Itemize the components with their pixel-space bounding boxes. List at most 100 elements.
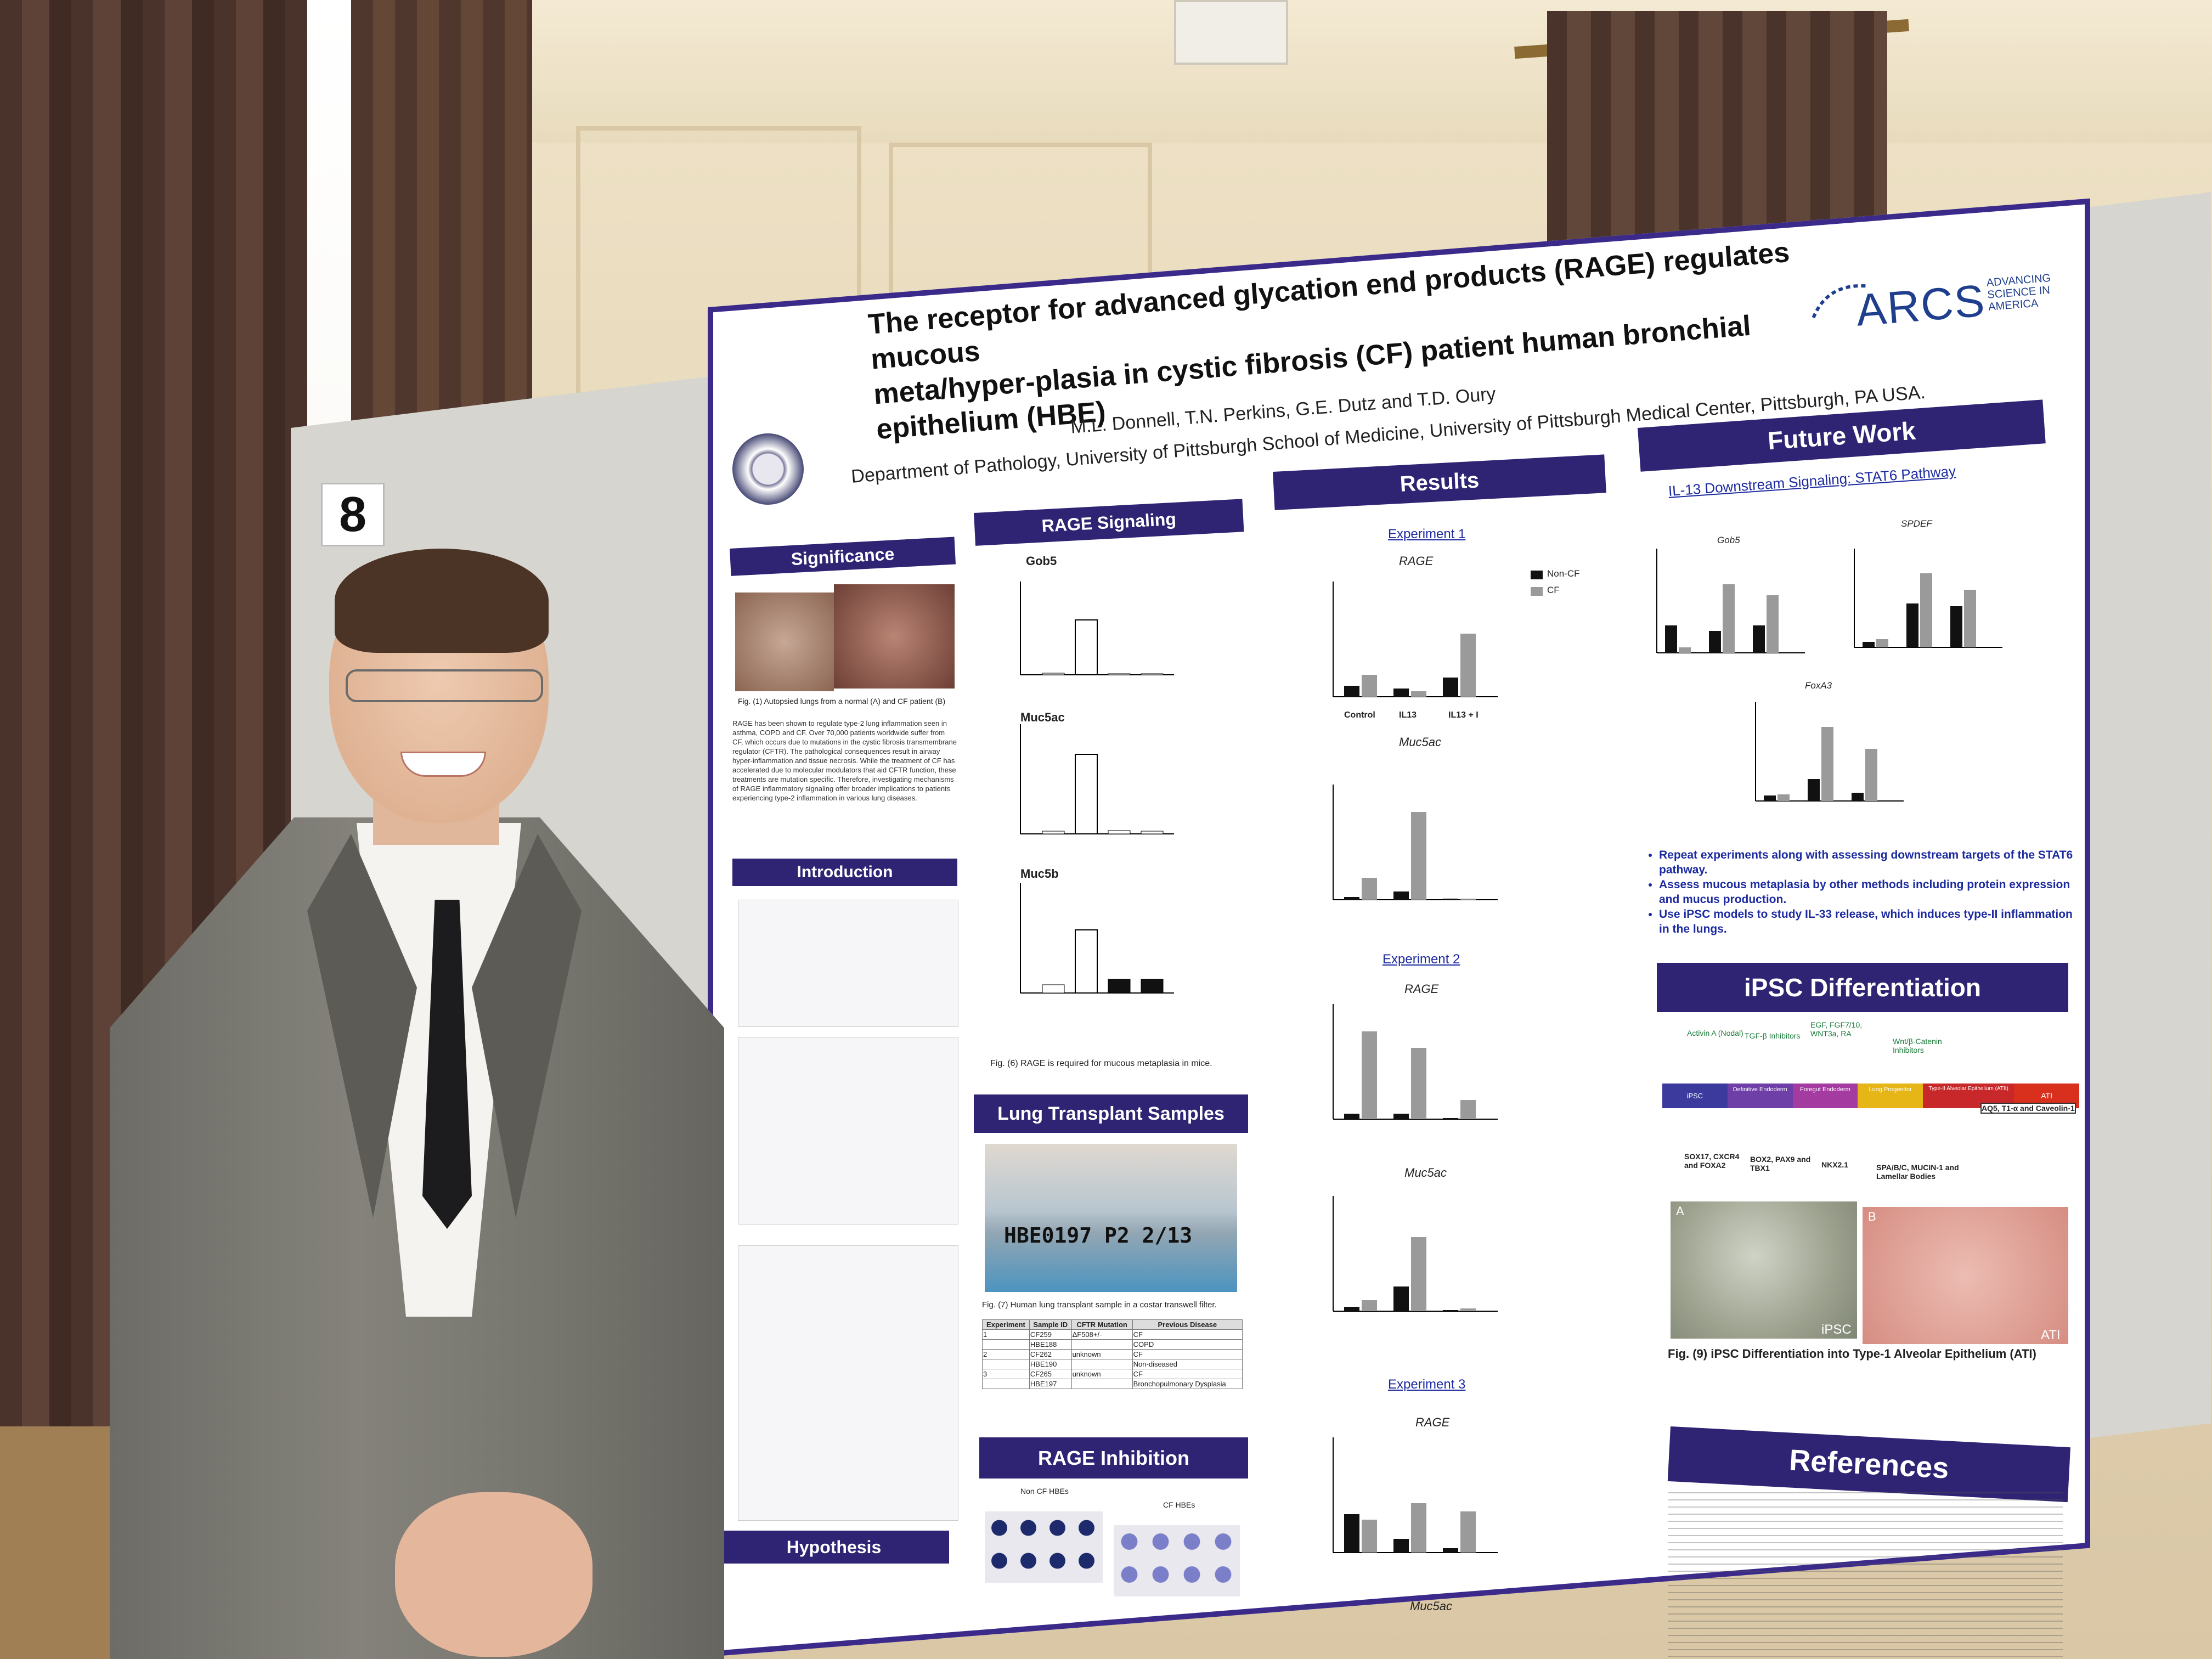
table-cell: 2 [982, 1349, 1030, 1359]
table-cell: 1 [982, 1329, 1030, 1340]
table-cell: Non-diseased [1132, 1359, 1243, 1369]
stage-foregut-endoderm: Foregut Endoderm [1792, 1084, 1858, 1108]
table-row: HBE188 COPD [982, 1339, 1243, 1350]
stage-definitive-endoderm: Definitive Endoderm [1727, 1084, 1793, 1108]
chart-title-muc5ac-3: Muc5ac [1410, 1599, 1453, 1613]
table-cell [1071, 1359, 1133, 1369]
autopsy-photo-b [834, 584, 955, 689]
well-plate-cf [1114, 1525, 1240, 1596]
future-bullet: Assess mucous metaplasia by other method… [1659, 877, 2076, 907]
chart-title-gob5: Gob5 [1026, 554, 1057, 568]
table-cell: CF [1132, 1369, 1243, 1379]
table-header: CFTR Mutation [1071, 1319, 1133, 1330]
board-number: 8 [321, 483, 385, 546]
chart-title-muc5ac: Muc5ac [1020, 710, 1065, 724]
results-chart-rage-2 [1333, 1004, 1498, 1120]
experiment-3-label: Experiment 3 [1388, 1377, 1466, 1392]
person-hands [395, 1492, 592, 1657]
table-row: 3 CF265 unknown CF [982, 1369, 1243, 1379]
lung-transplant-header: Lung Transplant Samples [974, 1094, 1248, 1133]
table-cell: CF262 [1029, 1349, 1072, 1359]
results-chart-muc5ac-1 [1333, 785, 1498, 900]
experiment-2-label: Experiment 2 [1383, 952, 1460, 967]
introduction-header: Introduction [732, 859, 957, 886]
intro-figure-1 [738, 900, 958, 1027]
arcs-logo: ARCS [1854, 275, 1988, 336]
future-chart-spdef [1854, 549, 2002, 648]
legend-swatch-noncf [1531, 571, 1543, 579]
chart-title-muc5ac-1: Muc5ac [1399, 735, 1442, 749]
rage-signaling-charts [1020, 582, 1174, 994]
transplant-caption: Fig. (7) Human lung transplant sample in… [982, 1300, 1217, 1310]
significance-text: RAGE has been shown to regulate type-2 l… [732, 719, 957, 802]
chart-title-muc5b: Muc5b [1020, 867, 1059, 881]
eyeglasses [346, 669, 543, 702]
ipsc-input: Activin A (Nodal) [1687, 1029, 1743, 1037]
table-cell: Bronchopulmonary Dysplasia [1132, 1379, 1243, 1389]
ati-culture-photo [1863, 1207, 2068, 1344]
ipsc-marker: SPA/B/C, MUCIN-1 and Lamellar Bodies [1876, 1163, 1959, 1181]
x-label-il13-i: IL13 + I [1448, 710, 1479, 720]
table-cell: HBE188 [1029, 1339, 1072, 1350]
table-cell [1071, 1379, 1133, 1389]
rage-inhibition-header: RAGE Inhibition [979, 1437, 1248, 1479]
chart-title-muc5ac-2: Muc5ac [1404, 1166, 1447, 1180]
future-bullet: Repeat experiments along with assessing … [1659, 848, 2076, 877]
legend-cf: CF [1547, 585, 1560, 595]
results-chart-rage-3 [1333, 1437, 1498, 1553]
end-marker: AQ5, T1-α and Caveolin-1 [1980, 1103, 2076, 1114]
transwell-photo [985, 1144, 1237, 1292]
results-chart-rage-1 [1333, 582, 1498, 697]
air-conditioner [1174, 0, 1288, 65]
table-cell: CF [1132, 1329, 1243, 1340]
chart-title-rage-3: RAGE [1415, 1415, 1450, 1429]
x-label-control: Control [1344, 710, 1375, 720]
ipsc-colony-photo [1671, 1201, 1857, 1339]
table-cell: CF265 [1029, 1369, 1072, 1379]
person-hair [335, 549, 549, 653]
well-plate-noncf [985, 1511, 1103, 1583]
results-charts [1333, 582, 1498, 1553]
legend-swatch-cf [1531, 587, 1543, 596]
future-chart-gob5 [1656, 549, 1805, 653]
ipsc-input: Wnt/β-Catenin Inhibitors [1893, 1037, 1942, 1054]
inhibition-label-cf: CF HBEs [1163, 1500, 1195, 1509]
table-cell [982, 1379, 1030, 1389]
ipsc-input: TGF-β Inhibitors [1745, 1031, 1801, 1040]
future-bullet: Use iPSC models to study IL-33 release, … [1659, 907, 2076, 936]
table-row: 2 CF262 unknown CF [982, 1349, 1243, 1359]
chart-title-rage-2: RAGE [1404, 982, 1439, 996]
table-row: HBE197 Bronchopulmonary Dysplasia [982, 1379, 1243, 1389]
image-label-ati: ATI [2041, 1328, 2061, 1342]
experiment-1-label: Experiment 1 [1388, 527, 1466, 541]
university-seal-logo [732, 433, 804, 505]
table-header-row: Experiment Sample ID CFTR Mutation Previ… [982, 1319, 1243, 1330]
ipsc-marker: NKX2.1 [1821, 1160, 1849, 1169]
future-chart-title-gob5: Gob5 [1717, 535, 1740, 545]
chart-title-rage-1: RAGE [1399, 554, 1434, 568]
legend-noncf: Non-CF [1547, 568, 1580, 579]
intro-figure-2 [738, 1037, 958, 1224]
future-charts [1656, 549, 2002, 802]
image-label-b: B [1868, 1210, 1876, 1223]
table-cell: 3 [982, 1369, 1030, 1379]
curtain-left-inner [351, 0, 532, 450]
table-cell: COPD [1132, 1339, 1243, 1350]
chart-muc5b [1020, 883, 1174, 994]
stage-lung-progenitor: Lung Progenitor [1858, 1084, 1923, 1108]
table-cell: ΔF508+/- [1071, 1329, 1133, 1340]
future-bullets: Repeat experiments along with assessing … [1646, 848, 2076, 936]
x-label-il13: IL13 [1399, 710, 1417, 720]
person-smile [400, 752, 486, 777]
chart-gob5 [1020, 582, 1174, 675]
intro-figure-3 [738, 1245, 958, 1521]
ipsc-header: iPSC Differentiation [1657, 963, 2068, 1012]
table-cell: CF [1132, 1349, 1243, 1359]
chart-muc5ac [1020, 724, 1174, 834]
table-header: Sample ID [1029, 1319, 1072, 1330]
table-cell [982, 1359, 1030, 1369]
significance-caption: Fig. (1) Autopsied lungs from a normal (… [738, 697, 946, 706]
arcs-tagline: ADVANCING SCIENCE IN AMERICA [1986, 272, 2051, 313]
references-text-block [1668, 1492, 2063, 1657]
ipsc-marker: SOX17, CXCR4 and FOXA2 [1684, 1152, 1740, 1170]
